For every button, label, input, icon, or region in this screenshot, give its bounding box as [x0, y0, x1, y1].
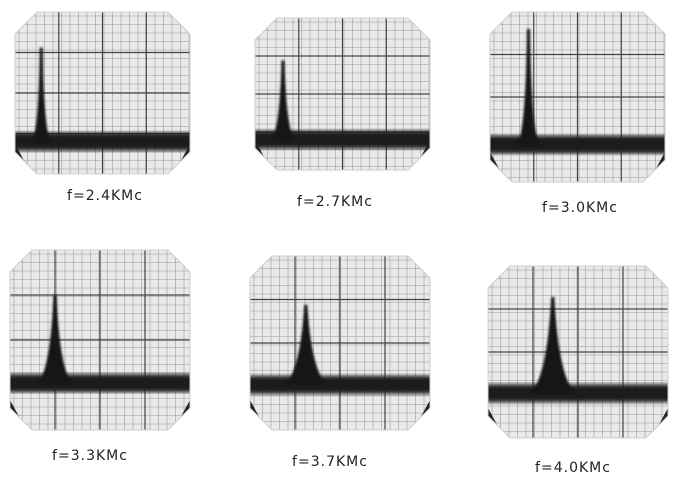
scope-photo: [487, 265, 669, 439]
screen: [250, 256, 430, 430]
screen: [255, 18, 430, 170]
caption: f=3.7KMc: [292, 454, 368, 470]
caption: f=2.4KMc: [67, 188, 143, 204]
scope-photo: [254, 17, 431, 171]
screen-edge: [249, 255, 431, 431]
trace-baseline: [488, 384, 668, 403]
caption: f=3.0KMc: [542, 200, 618, 216]
screen-edge: [14, 11, 191, 175]
scope-photo: [9, 249, 191, 431]
trace-peak: [38, 295, 72, 384]
trace-peak: [272, 60, 294, 140]
trace-baseline: [490, 135, 665, 154]
trace-baseline: [10, 374, 190, 393]
screen: [488, 266, 668, 438]
scope-photo: [14, 11, 191, 175]
screen-edge: [9, 249, 191, 431]
trace-peak: [518, 29, 539, 145]
screen: [15, 12, 190, 174]
scope-photo: [489, 11, 666, 183]
trace-peak: [32, 47, 50, 142]
screen: [10, 250, 190, 430]
screen-edge: [487, 265, 669, 439]
trace-baseline: [255, 130, 430, 149]
screen-edge: [254, 17, 431, 171]
caption: f=4.0KMc: [535, 460, 611, 476]
trace-baseline: [250, 375, 430, 394]
screen: [490, 12, 665, 182]
trace-baseline: [15, 132, 190, 151]
trace-peak: [531, 296, 575, 394]
caption: f=3.3KMc: [52, 448, 128, 464]
trace-peak: [286, 304, 326, 385]
scope-photo: [249, 255, 431, 431]
screen-edge: [489, 11, 666, 183]
caption: f=2.7KMc: [297, 194, 373, 210]
